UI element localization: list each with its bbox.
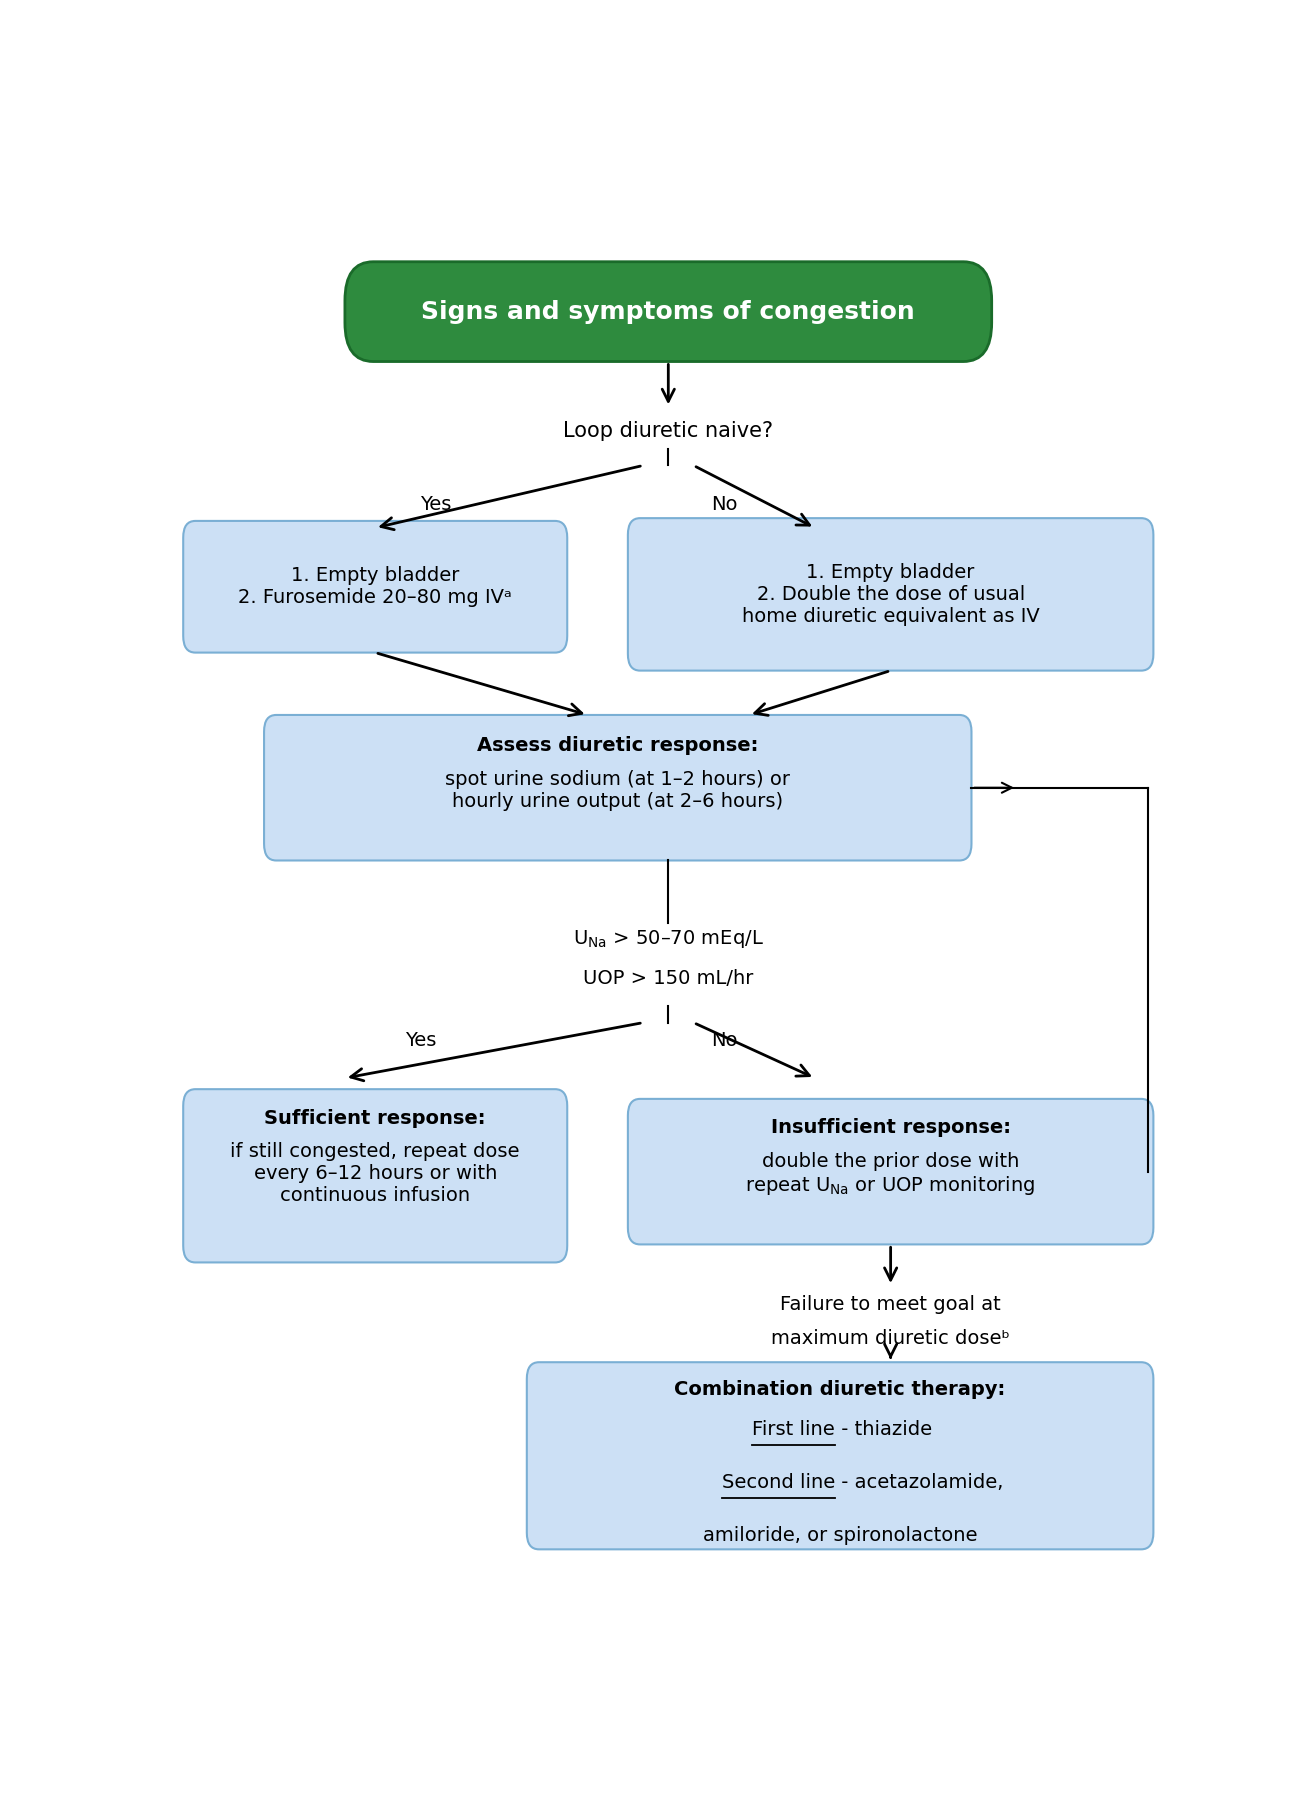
- Text: Second line: Second line: [722, 1472, 835, 1492]
- Text: Failure to meet goal at: Failure to meet goal at: [780, 1294, 1001, 1314]
- Text: amiloride, or spironolactone: amiloride, or spironolactone: [703, 1526, 978, 1544]
- FancyBboxPatch shape: [183, 520, 567, 653]
- FancyBboxPatch shape: [527, 1363, 1154, 1550]
- Text: Sufficient response:: Sufficient response:: [265, 1109, 486, 1127]
- Text: No: No: [711, 1031, 737, 1049]
- Text: U$_\mathregular{Na}$ > 50–70 mEq/L: U$_\mathregular{Na}$ > 50–70 mEq/L: [572, 929, 764, 950]
- Text: maximum diuretic doseᵇ: maximum diuretic doseᵇ: [771, 1328, 1011, 1348]
- Text: double the prior dose with
repeat U$_\mathregular{Na}$ or UOP monitoring: double the prior dose with repeat U$_\ma…: [746, 1152, 1035, 1197]
- Text: Loop diuretic naive?: Loop diuretic naive?: [563, 421, 773, 441]
- Text: UOP > 150 mL/hr: UOP > 150 mL/hr: [583, 968, 754, 988]
- Text: 1. Empty bladder
2. Furosemide 20–80 mg IVᵃ: 1. Empty bladder 2. Furosemide 20–80 mg …: [239, 567, 512, 607]
- Text: spot urine sodium (at 1–2 hours) or
hourly urine output (at 2–6 hours): spot urine sodium (at 1–2 hours) or hour…: [445, 770, 790, 812]
- FancyBboxPatch shape: [629, 518, 1154, 671]
- Text: - acetazolamide,: - acetazolamide,: [835, 1472, 1003, 1492]
- Text: First line: First line: [752, 1420, 835, 1440]
- Text: if still congested, repeat dose
every 6–12 hours or with
continuous infusion: if still congested, repeat dose every 6–…: [231, 1141, 520, 1204]
- FancyBboxPatch shape: [629, 1098, 1154, 1244]
- FancyBboxPatch shape: [344, 261, 992, 362]
- Text: Insufficient response:: Insufficient response:: [771, 1118, 1011, 1138]
- Text: Yes: Yes: [420, 495, 451, 513]
- Text: 1. Empty bladder
2. Double the dose of usual
home diuretic equivalent as IV: 1. Empty bladder 2. Double the dose of u…: [742, 563, 1039, 626]
- Text: Assess diuretic response:: Assess diuretic response:: [477, 736, 759, 754]
- Text: Signs and symptoms of congestion: Signs and symptoms of congestion: [421, 299, 915, 324]
- Text: No: No: [711, 495, 737, 513]
- Text: Combination diuretic therapy:: Combination diuretic therapy:: [674, 1381, 1005, 1399]
- FancyBboxPatch shape: [183, 1089, 567, 1262]
- Text: Yes: Yes: [406, 1031, 437, 1049]
- Text: - thiazide: - thiazide: [835, 1420, 932, 1440]
- FancyBboxPatch shape: [263, 715, 971, 860]
